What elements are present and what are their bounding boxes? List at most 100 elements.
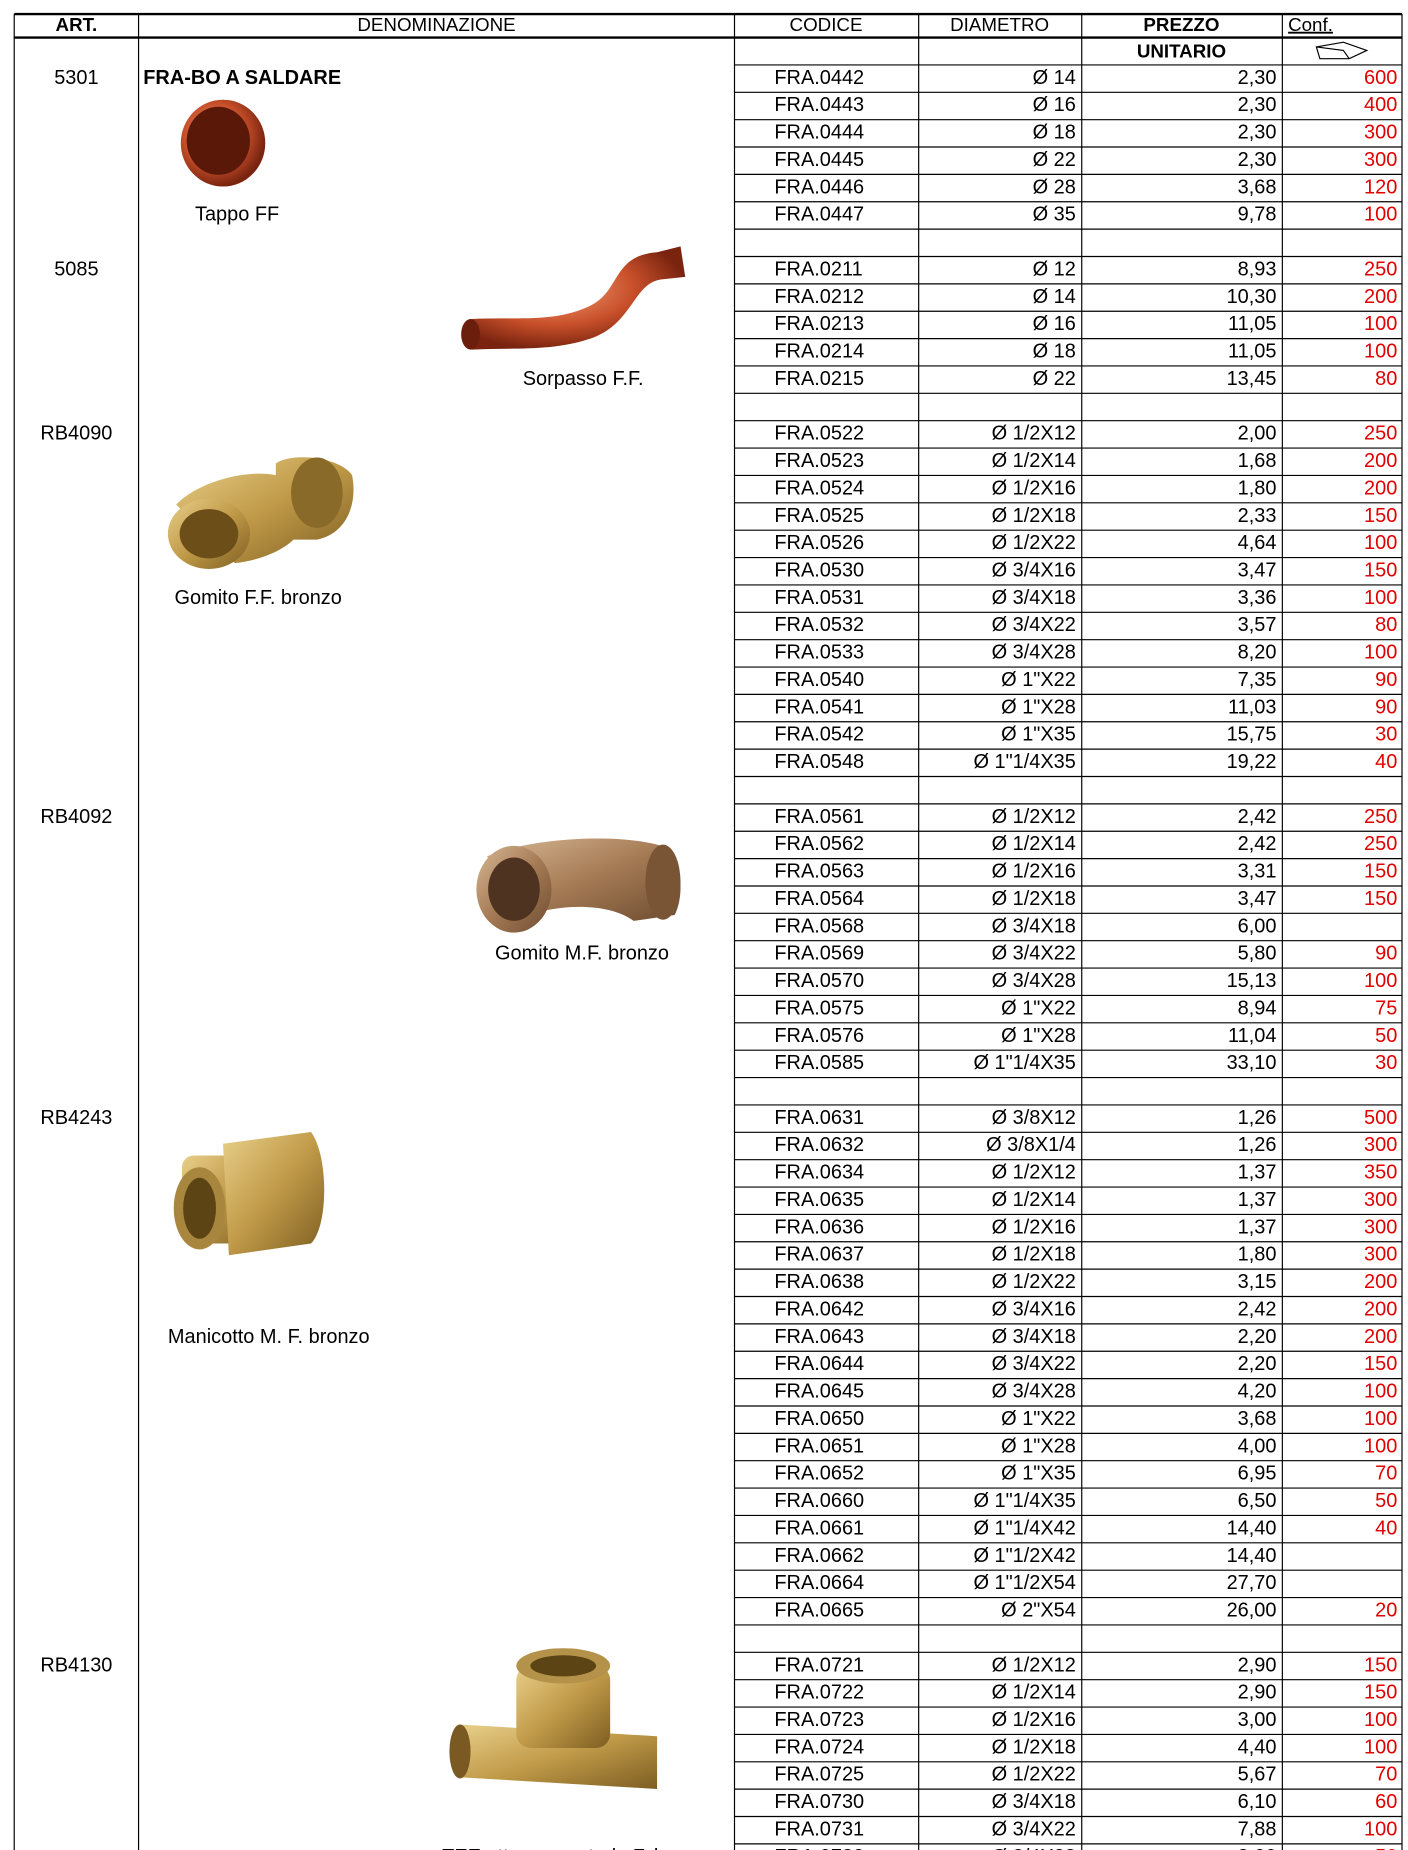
code: FRA.0530 bbox=[774, 560, 864, 582]
code: FRA.0522 bbox=[774, 423, 864, 445]
conf: 50 bbox=[1375, 1846, 1397, 1850]
price: 6,10 bbox=[1238, 1791, 1277, 1813]
art-code: 5301 bbox=[54, 67, 98, 89]
diameter: Ø 1/2X22 bbox=[992, 1764, 1076, 1786]
fitting-image bbox=[449, 1724, 470, 1778]
diameter: Ø 3/4X18 bbox=[992, 1791, 1076, 1813]
conf: 40 bbox=[1375, 1517, 1397, 1539]
diameter: Ø 1/2X18 bbox=[992, 1736, 1076, 1758]
diameter: Ø 22 bbox=[1033, 149, 1076, 171]
price: 2,30 bbox=[1238, 122, 1277, 144]
image-caption: Tappo FF bbox=[195, 204, 279, 226]
price: 6,50 bbox=[1238, 1490, 1277, 1512]
image-caption: Manicotto M. F. bronzo bbox=[168, 1326, 370, 1348]
fitting-image bbox=[291, 458, 343, 528]
code: FRA.0215 bbox=[774, 368, 864, 390]
price: 6,00 bbox=[1238, 915, 1277, 937]
diameter: Ø 2"X54 bbox=[1001, 1600, 1076, 1622]
code: FRA.0213 bbox=[774, 313, 864, 335]
price: 1,80 bbox=[1238, 477, 1277, 499]
code: FRA.0651 bbox=[774, 1435, 864, 1457]
conf: 80 bbox=[1375, 614, 1397, 636]
price: 4,00 bbox=[1238, 1435, 1277, 1457]
conf: 150 bbox=[1364, 505, 1397, 527]
diameter: Ø 28 bbox=[1033, 176, 1076, 198]
diameter: Ø 1/2X14 bbox=[992, 1189, 1076, 1211]
diameter: Ø 1/2X16 bbox=[992, 1709, 1076, 1731]
diameter: Ø 22 bbox=[1033, 368, 1076, 390]
conf: 80 bbox=[1375, 368, 1397, 390]
conf: 30 bbox=[1375, 724, 1397, 746]
price: 3,00 bbox=[1238, 1709, 1277, 1731]
code: FRA.0568 bbox=[774, 915, 864, 937]
price: 14,40 bbox=[1227, 1545, 1277, 1567]
price: 7,35 bbox=[1238, 669, 1277, 691]
fitting-image bbox=[488, 858, 540, 921]
diameter: Ø 1/2X18 bbox=[992, 1244, 1076, 1266]
diameter: Ø 3/4X28 bbox=[992, 1846, 1076, 1850]
price: 15,13 bbox=[1227, 970, 1277, 992]
price: 8,20 bbox=[1238, 642, 1277, 664]
price: 2,30 bbox=[1238, 149, 1277, 171]
code: FRA.0575 bbox=[774, 997, 864, 1019]
price: 27,70 bbox=[1227, 1572, 1277, 1594]
price: 33,10 bbox=[1227, 1052, 1277, 1074]
diameter: Ø 3/4X28 bbox=[992, 642, 1076, 664]
code: FRA.0541 bbox=[774, 696, 864, 718]
diameter: Ø 1/2X18 bbox=[992, 505, 1076, 527]
fitting-image bbox=[530, 1655, 596, 1676]
conf: 500 bbox=[1364, 1107, 1397, 1129]
diameter: Ø 1"X22 bbox=[1001, 1408, 1076, 1430]
diameter: Ø 3/4X22 bbox=[992, 943, 1076, 965]
group-title: FRA-BO A SALDARE bbox=[143, 67, 341, 89]
code: FRA.0564 bbox=[774, 888, 864, 910]
code: FRA.0444 bbox=[774, 122, 864, 144]
code: FRA.0645 bbox=[774, 1381, 864, 1403]
code: FRA.0662 bbox=[774, 1545, 864, 1567]
code: FRA.0548 bbox=[774, 751, 864, 773]
conf: 90 bbox=[1375, 669, 1397, 691]
fitting-image bbox=[645, 845, 680, 920]
diameter: Ø 16 bbox=[1033, 313, 1076, 335]
diameter: Ø 3/8X1/4 bbox=[986, 1134, 1076, 1156]
code: FRA.0585 bbox=[774, 1052, 864, 1074]
conf: 100 bbox=[1364, 532, 1397, 554]
conf: 100 bbox=[1364, 1381, 1397, 1403]
code: FRA.0730 bbox=[774, 1791, 864, 1813]
conf: 600 bbox=[1364, 67, 1397, 89]
diameter: Ø 1"X35 bbox=[1001, 724, 1076, 746]
diameter: Ø 1/2X12 bbox=[992, 806, 1076, 828]
diameter: Ø 1/2X12 bbox=[992, 423, 1076, 445]
code: FRA.0542 bbox=[774, 724, 864, 746]
code: FRA.0447 bbox=[774, 204, 864, 226]
conf: 70 bbox=[1375, 1463, 1397, 1485]
conf: 200 bbox=[1364, 450, 1397, 472]
code: FRA.0540 bbox=[774, 669, 864, 691]
conf: 90 bbox=[1375, 696, 1397, 718]
price: 3,68 bbox=[1238, 1408, 1277, 1430]
price: 5,67 bbox=[1238, 1764, 1277, 1786]
price: 1,37 bbox=[1238, 1162, 1277, 1184]
price: 2,30 bbox=[1238, 67, 1277, 89]
diameter: Ø 3/4X22 bbox=[992, 1353, 1076, 1375]
price: 11,05 bbox=[1228, 341, 1276, 363]
image-caption: Sorpasso F.F. bbox=[523, 368, 644, 390]
conf: 150 bbox=[1364, 888, 1397, 910]
diameter: Ø 18 bbox=[1033, 122, 1076, 144]
code: FRA.0563 bbox=[774, 861, 864, 883]
price: 3,57 bbox=[1238, 614, 1277, 636]
diameter: Ø 1"X22 bbox=[1001, 997, 1076, 1019]
diameter: Ø 3/4X22 bbox=[992, 614, 1076, 636]
price: 13,45 bbox=[1227, 368, 1277, 390]
code: FRA.0725 bbox=[774, 1764, 864, 1786]
price: 3,15 bbox=[1238, 1271, 1277, 1293]
diameter: Ø 3/4X28 bbox=[992, 1381, 1076, 1403]
diameter: Ø 1"1/4X35 bbox=[973, 1052, 1075, 1074]
conf: 100 bbox=[1364, 642, 1397, 664]
diameter: Ø 12 bbox=[1033, 258, 1076, 280]
code: FRA.0561 bbox=[774, 806, 864, 828]
price: 2,42 bbox=[1238, 806, 1277, 828]
col-subheader: UNITARIO bbox=[1137, 41, 1226, 62]
diameter: Ø 1/2X12 bbox=[992, 1654, 1076, 1676]
conf: 400 bbox=[1364, 94, 1397, 116]
